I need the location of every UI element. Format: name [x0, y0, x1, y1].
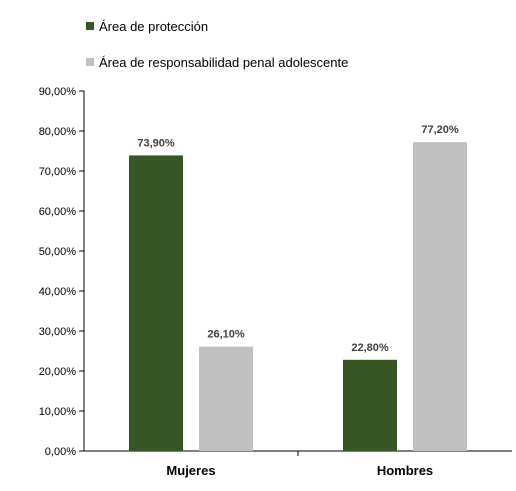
bar — [343, 359, 397, 451]
legend-label-responsabilidad: Área de responsabilidad penal adolescent… — [99, 54, 349, 70]
legend: Área de protección Área de responsabilid… — [86, 14, 348, 86]
legend-item-responsabilidad: Área de responsabilidad penal adolescent… — [86, 50, 348, 74]
bar — [413, 142, 467, 451]
data-label: 26,10% — [207, 329, 245, 341]
y-tick-label: 0,00% — [45, 446, 76, 458]
y-tick-label: 60,00% — [39, 206, 77, 218]
y-tick-label: 80,00% — [39, 126, 77, 138]
y-tick-label: 50,00% — [39, 246, 77, 258]
data-label: 73,90% — [137, 137, 175, 149]
data-label: 77,20% — [421, 124, 459, 136]
x-tick-label: Hombres — [377, 463, 433, 478]
y-tick-label: 90,00% — [39, 86, 77, 98]
y-tick-label: 10,00% — [39, 406, 77, 418]
y-tick-label: 70,00% — [39, 166, 77, 178]
y-tick-label: 40,00% — [39, 286, 77, 298]
bar — [199, 346, 253, 451]
y-tick-label: 30,00% — [39, 326, 77, 338]
legend-label-proteccion: Área de protección — [99, 18, 209, 34]
legend-item-proteccion: Área de protección — [86, 14, 348, 38]
data-label: 22,80% — [351, 342, 389, 354]
legend-swatch-responsabilidad — [86, 58, 94, 66]
bar — [129, 155, 183, 451]
x-tick-label: Mujeres — [166, 463, 215, 478]
legend-swatch-proteccion — [86, 22, 94, 30]
y-tick-label: 20,00% — [39, 366, 77, 378]
